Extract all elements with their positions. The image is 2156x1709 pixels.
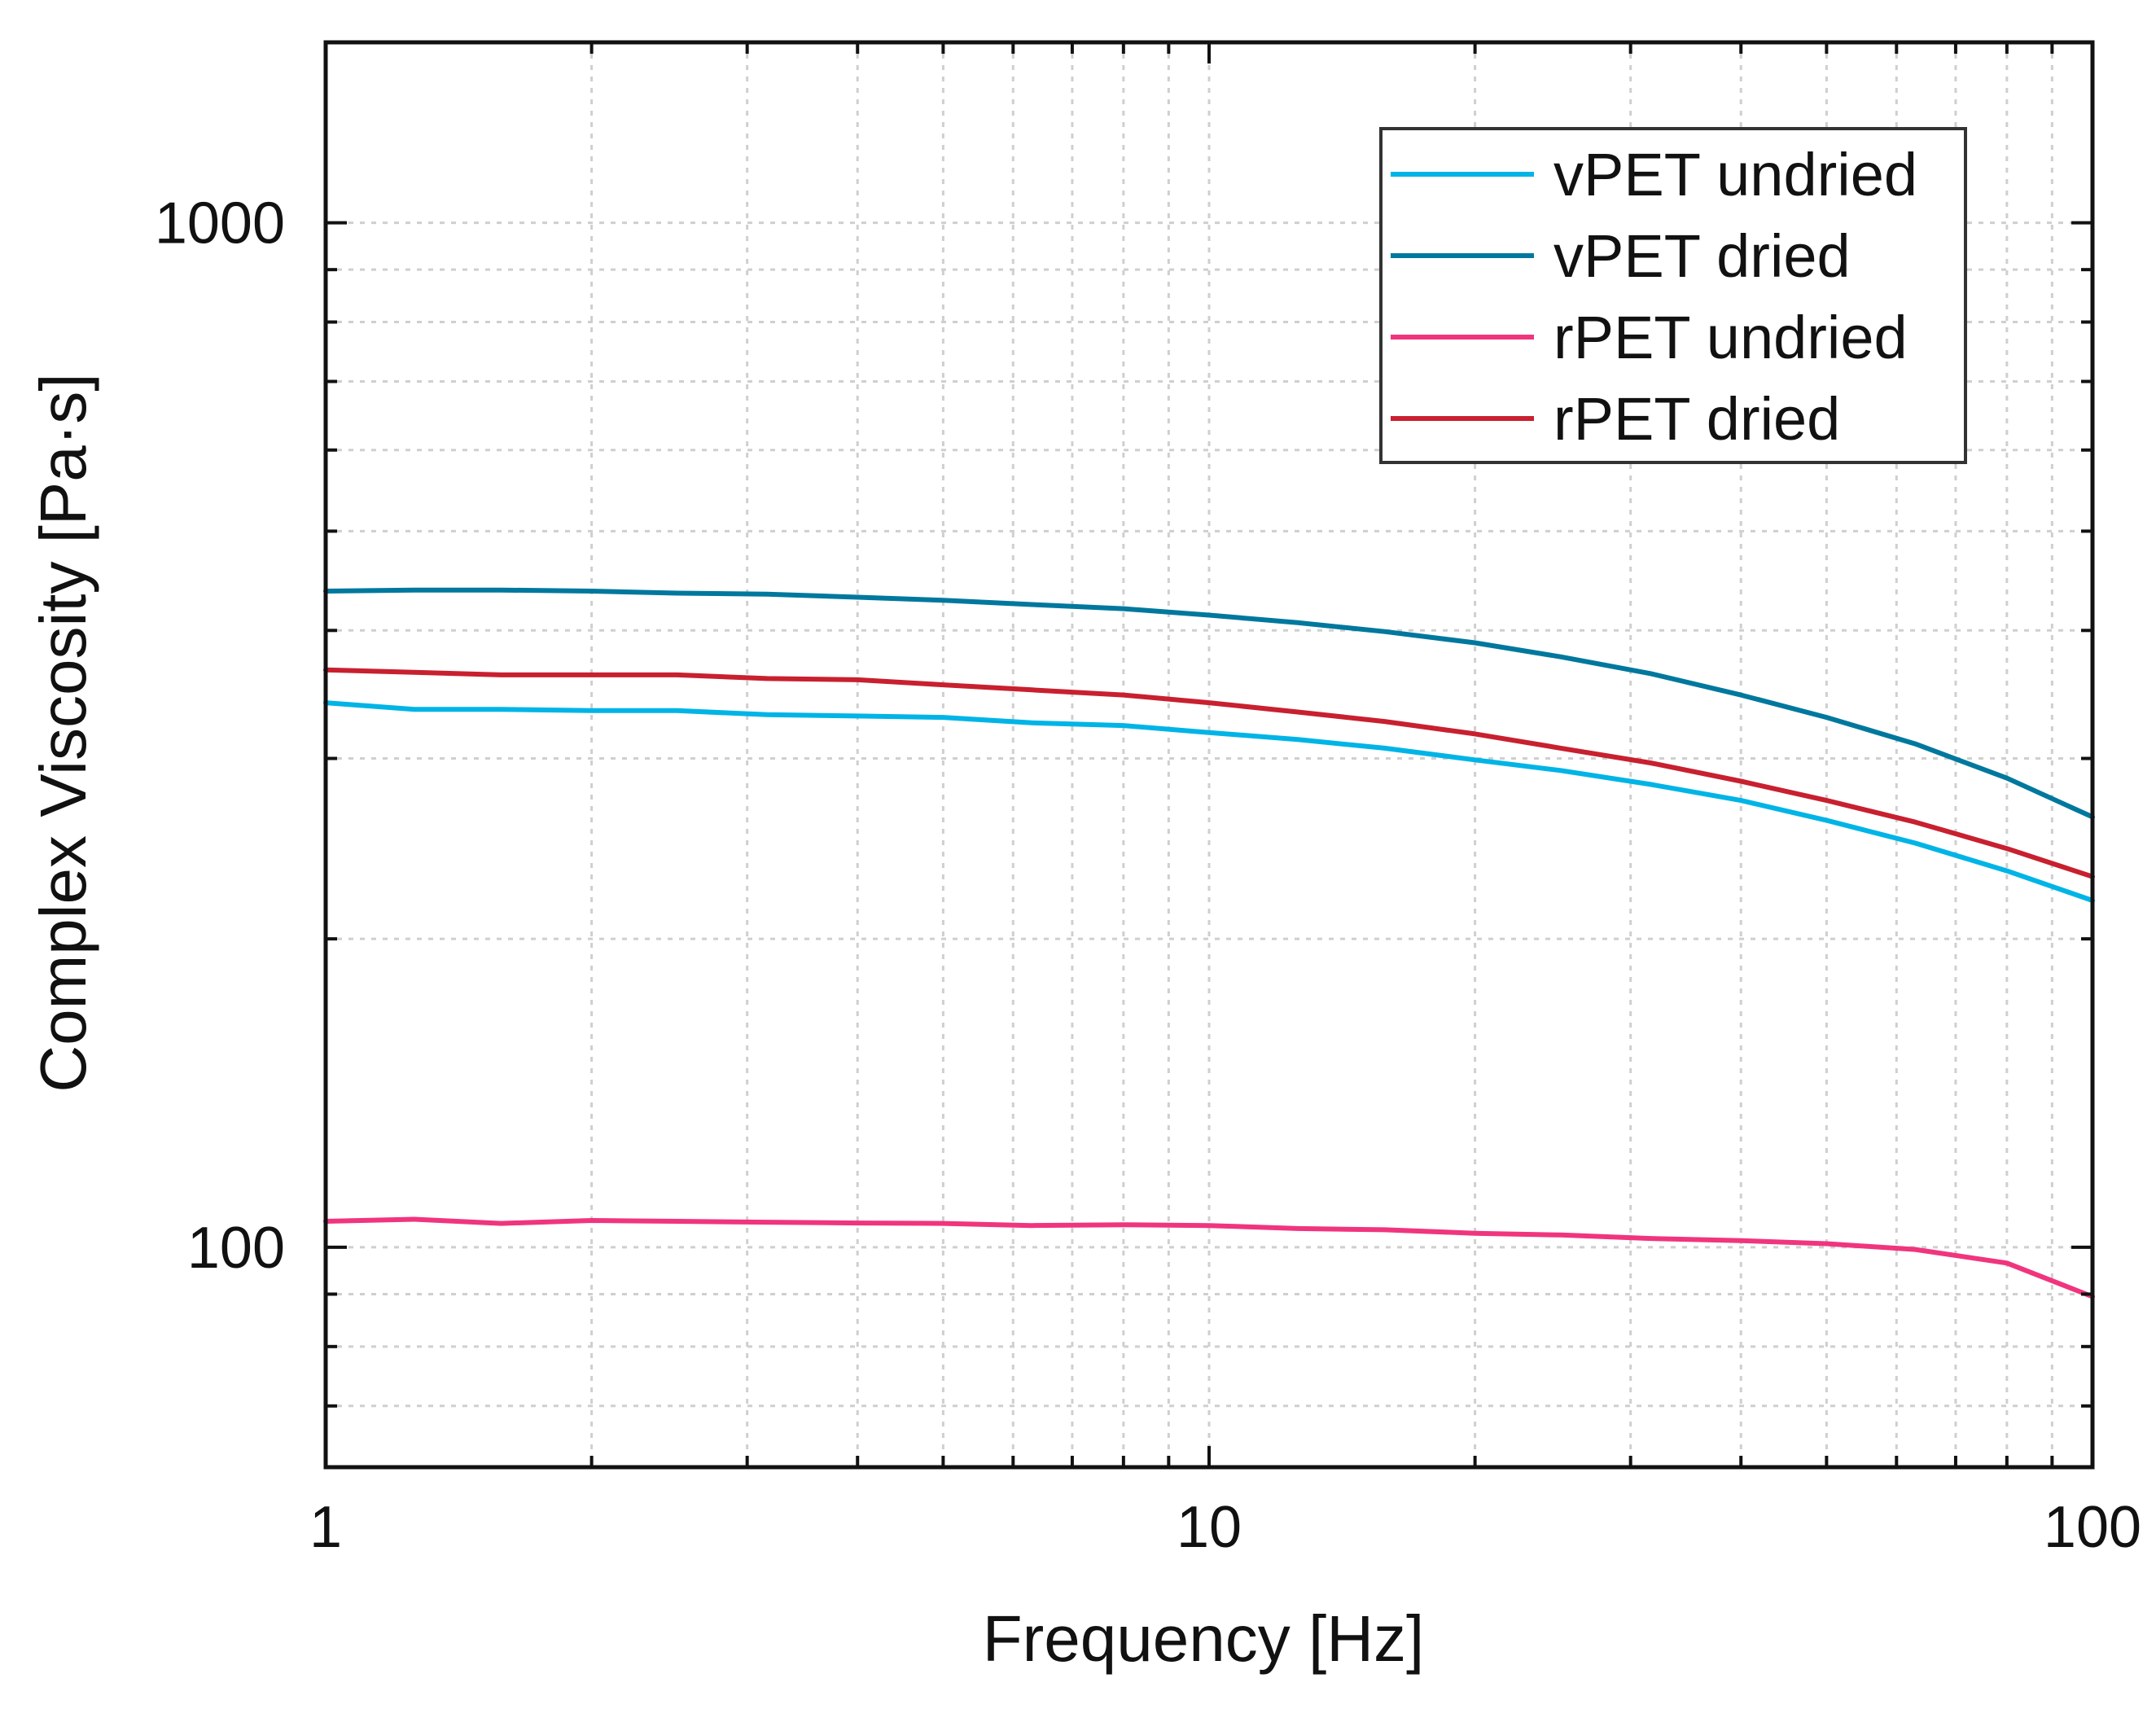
series-line-1 bbox=[323, 700, 2095, 903]
legend-label: rPET dried bbox=[1553, 385, 1840, 453]
x-tick-label: 10 bbox=[1177, 1495, 1242, 1560]
x-axis-title: Frequency [Hz] bbox=[983, 1602, 1424, 1675]
y-tick-label: 100 bbox=[187, 1216, 285, 1281]
series-line-2 bbox=[323, 587, 2095, 820]
series-line-3 bbox=[323, 1216, 2095, 1299]
x-tick-label: 1 bbox=[309, 1495, 342, 1560]
plot-frame bbox=[323, 40, 2095, 1470]
legend-label: vPET dried bbox=[1553, 222, 1851, 290]
data-series bbox=[323, 587, 2095, 1299]
series-line-4 bbox=[323, 667, 2095, 879]
legend-label: rPET undried bbox=[1553, 304, 1908, 371]
x-tick-labels: 1 10 100 bbox=[309, 1495, 2141, 1560]
x-tick-label: 100 bbox=[2044, 1495, 2141, 1560]
y-tick-label: 1000 bbox=[155, 191, 285, 256]
y-tick-labels: 100 1000 bbox=[155, 191, 285, 1281]
legend: vPET undried vPET dried rPET undried rPET d… bbox=[1379, 127, 1967, 464]
legend-box bbox=[1379, 127, 1967, 464]
y-axis-title: Complex Viscosity [Pa·s] bbox=[27, 373, 99, 1092]
legend-label: vPET undried bbox=[1553, 141, 1917, 208]
